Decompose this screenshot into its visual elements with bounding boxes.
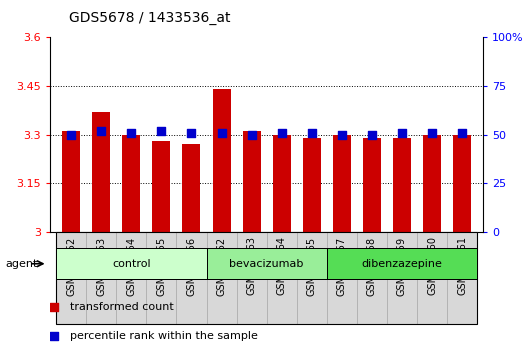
Bar bbox=[56, 249, 206, 279]
Text: bevacizumab: bevacizumab bbox=[230, 259, 304, 269]
Bar bbox=[447, 232, 477, 324]
Text: transformed count: transformed count bbox=[70, 302, 173, 313]
Bar bbox=[333, 135, 351, 232]
Text: GDS5678 / 1433536_at: GDS5678 / 1433536_at bbox=[69, 11, 230, 25]
Bar bbox=[206, 232, 237, 324]
Text: GSM967860: GSM967860 bbox=[427, 236, 437, 296]
Bar bbox=[417, 232, 447, 324]
Text: GSM967864: GSM967864 bbox=[277, 236, 287, 296]
Bar bbox=[122, 135, 140, 232]
Bar bbox=[423, 135, 441, 232]
Bar bbox=[267, 232, 297, 324]
Point bbox=[307, 130, 316, 136]
Bar bbox=[146, 232, 176, 324]
Bar bbox=[86, 232, 116, 324]
Text: GSM967854: GSM967854 bbox=[126, 236, 136, 296]
Bar bbox=[116, 232, 146, 324]
Bar bbox=[327, 232, 357, 324]
Text: GSM967863: GSM967863 bbox=[247, 236, 257, 296]
Text: GSM967858: GSM967858 bbox=[367, 236, 377, 296]
Text: GSM967852: GSM967852 bbox=[66, 236, 76, 296]
Point bbox=[50, 304, 59, 310]
Text: GSM967857: GSM967857 bbox=[337, 236, 347, 296]
Point bbox=[97, 128, 106, 133]
Text: GSM967865: GSM967865 bbox=[307, 236, 317, 296]
Text: GSM967859: GSM967859 bbox=[397, 236, 407, 296]
Point bbox=[67, 132, 76, 137]
Bar bbox=[176, 232, 206, 324]
Point bbox=[337, 132, 346, 137]
Text: GSM967855: GSM967855 bbox=[156, 236, 166, 296]
Bar bbox=[363, 138, 381, 232]
Text: GSM967853: GSM967853 bbox=[96, 236, 106, 296]
Bar bbox=[272, 135, 291, 232]
Bar bbox=[453, 135, 471, 232]
Point bbox=[428, 130, 436, 136]
Text: agent: agent bbox=[5, 259, 37, 269]
Text: dibenzazepine: dibenzazepine bbox=[362, 259, 442, 269]
Point bbox=[127, 130, 136, 136]
Point bbox=[367, 132, 376, 137]
Point bbox=[398, 130, 406, 136]
Bar bbox=[62, 131, 80, 232]
Bar bbox=[327, 249, 477, 279]
Point bbox=[248, 132, 256, 137]
Text: GSM967862: GSM967862 bbox=[216, 236, 227, 296]
Bar bbox=[206, 249, 327, 279]
Point bbox=[157, 128, 166, 133]
Bar bbox=[242, 131, 261, 232]
Bar bbox=[303, 138, 321, 232]
Bar bbox=[56, 232, 86, 324]
Bar bbox=[237, 232, 267, 324]
Text: GSM967856: GSM967856 bbox=[186, 236, 196, 296]
Bar bbox=[387, 232, 417, 324]
Bar bbox=[357, 232, 387, 324]
Point bbox=[50, 333, 59, 339]
Bar bbox=[212, 89, 231, 232]
Point bbox=[458, 130, 466, 136]
Text: control: control bbox=[112, 259, 150, 269]
Text: percentile rank within the sample: percentile rank within the sample bbox=[70, 331, 258, 341]
Point bbox=[277, 130, 286, 136]
Bar bbox=[183, 144, 201, 232]
Bar bbox=[297, 232, 327, 324]
Point bbox=[218, 130, 226, 136]
Text: GSM967861: GSM967861 bbox=[457, 236, 467, 296]
Bar bbox=[393, 138, 411, 232]
Point bbox=[187, 130, 196, 136]
Bar bbox=[92, 112, 110, 232]
Bar bbox=[153, 141, 171, 232]
